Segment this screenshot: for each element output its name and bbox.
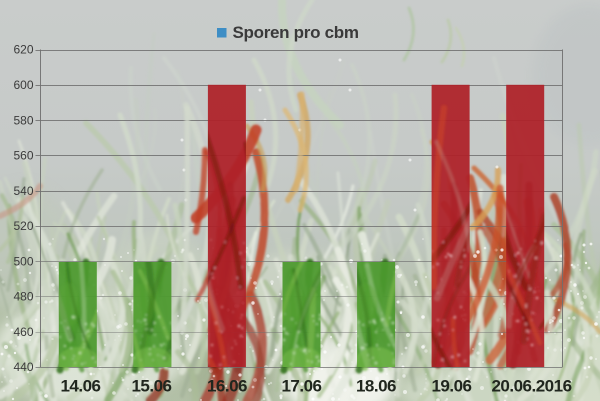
- svg-text:16.06: 16.06: [207, 377, 247, 396]
- svg-text:560: 560: [13, 149, 33, 163]
- svg-text:18.06: 18.06: [356, 377, 396, 396]
- svg-text:520: 520: [13, 219, 33, 233]
- svg-text:19.06: 19.06: [431, 377, 471, 396]
- svg-text:540: 540: [13, 184, 33, 198]
- svg-text:480: 480: [13, 290, 33, 304]
- svg-text:20.06.2016: 20.06.2016: [491, 377, 571, 396]
- svg-text:15.06: 15.06: [131, 377, 171, 396]
- svg-text:500: 500: [13, 254, 33, 268]
- svg-text:460: 460: [13, 325, 33, 339]
- svg-text:14.06: 14.06: [60, 377, 100, 396]
- svg-text:440: 440: [13, 360, 33, 374]
- svg-text:Sporen pro cbm: Sporen pro cbm: [233, 23, 359, 42]
- svg-text:600: 600: [13, 78, 33, 92]
- svg-text:17.06: 17.06: [281, 377, 321, 396]
- svg-text:580: 580: [13, 113, 33, 127]
- svg-text:620: 620: [13, 43, 33, 57]
